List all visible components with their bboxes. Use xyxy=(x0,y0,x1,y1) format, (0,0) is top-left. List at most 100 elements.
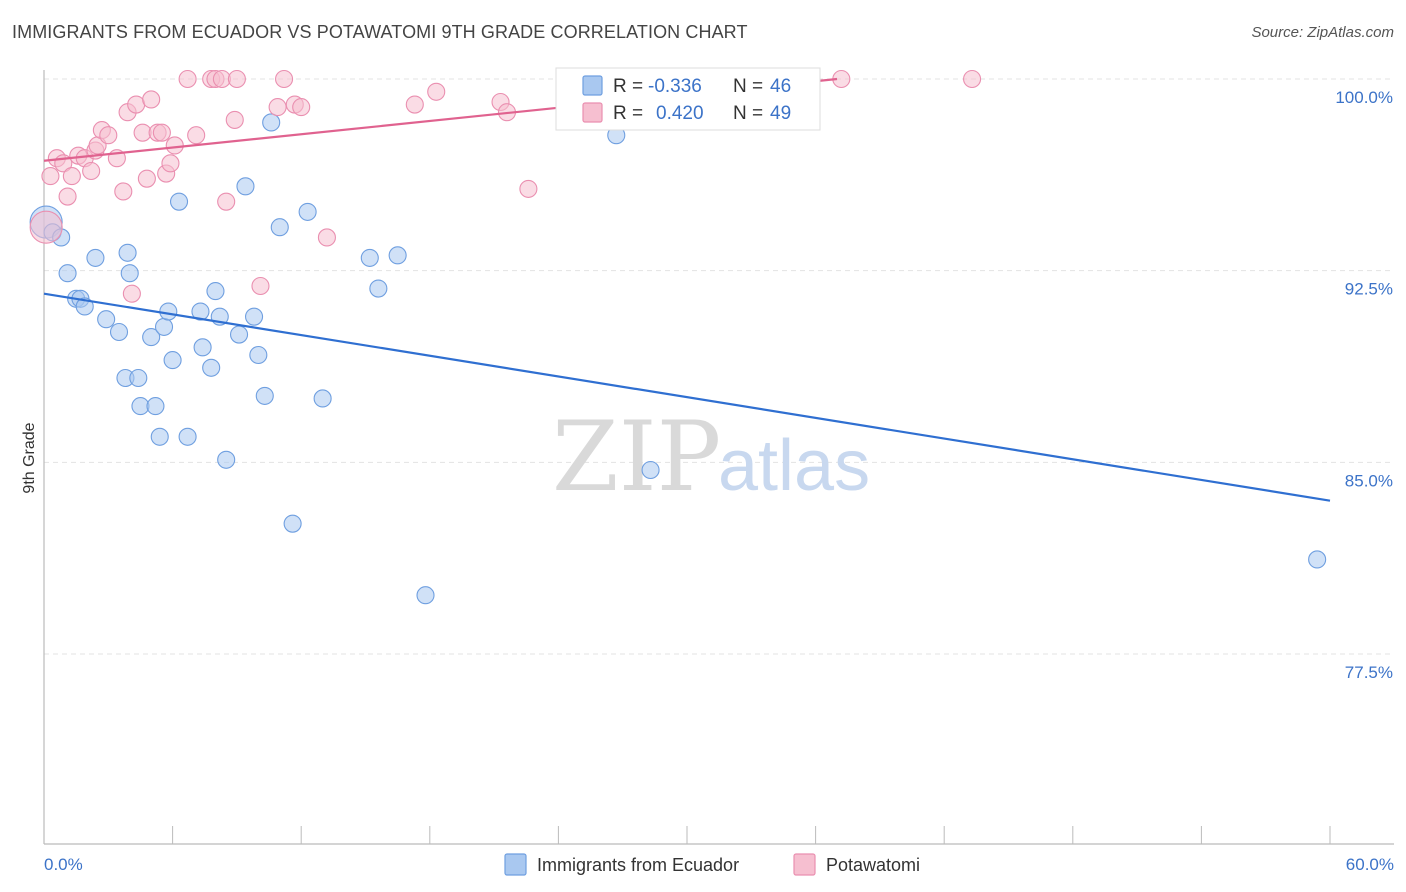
ecuador-point-28 xyxy=(217,450,236,469)
chart-title: IMMIGRANTS FROM ECUADOR VS POTAWATOMI 9T… xyxy=(12,22,748,42)
potawatomi-point-41 xyxy=(427,82,446,101)
potawatomi-point-39 xyxy=(317,228,336,247)
potawatomi-point-31 xyxy=(217,192,236,211)
ecuador-point-3 xyxy=(58,264,77,283)
potawatomi-point-12 xyxy=(99,126,118,145)
legend-r-label-2: R = xyxy=(613,103,643,124)
ecuador-point-15 xyxy=(142,328,161,347)
ecuador-point-29 xyxy=(229,325,249,344)
potawatomi-point-8 xyxy=(82,161,101,181)
legend-r-value-1: -0.336 xyxy=(648,76,702,97)
legend-n-label-1: N = xyxy=(733,76,763,97)
ecuador-point-21 xyxy=(169,192,189,211)
potawatomi-point-34 xyxy=(251,276,270,296)
potawatomi-point-17 xyxy=(127,95,146,114)
ecuador-point-16 xyxy=(146,397,165,416)
ecuador-point-45 xyxy=(1308,550,1327,569)
ecuador-point-19 xyxy=(159,302,178,321)
ecuador-point-6 xyxy=(75,297,94,316)
data-points xyxy=(29,69,1327,605)
ecuador-point-7 xyxy=(86,248,105,267)
potawatomi-point-27 xyxy=(187,126,206,145)
ecuador-point-37 xyxy=(298,202,317,221)
potawatomi-point-25 xyxy=(165,136,184,155)
ecuador-point-33 xyxy=(255,386,274,405)
ecuador-point-25 xyxy=(202,358,221,377)
legend-swatch-pink xyxy=(582,102,603,123)
y-tick-label-3: 100.0% xyxy=(1335,88,1393,107)
potawatomi-point-35 xyxy=(268,98,287,117)
potawatomi-point-32 xyxy=(225,110,244,129)
x-axis-ticks xyxy=(43,826,1331,844)
ecuador-point-34 xyxy=(262,113,281,132)
series-legend-swatch-ecuador xyxy=(504,853,527,876)
potawatomi-point-24 xyxy=(161,154,180,173)
potawatomi-point-40 xyxy=(405,95,424,114)
potawatomi-point-20 xyxy=(142,90,161,109)
series-legend-label-ecuador: Immigrants from Ecuador xyxy=(537,855,739,875)
potawatomi-point-4 xyxy=(58,187,77,206)
potawatomi-point-26 xyxy=(178,69,197,89)
potawatomi-point-30 xyxy=(212,69,231,89)
ecuador-point-22 xyxy=(178,427,197,446)
watermark-atlas: atlas xyxy=(718,426,870,506)
ecuador-point-32 xyxy=(249,345,268,365)
legend-n-value-1: 46 xyxy=(770,76,791,97)
watermark-zip: ZIP xyxy=(552,401,721,513)
ecuador-point-31 xyxy=(244,307,264,326)
potawatomi-point-44 xyxy=(519,179,538,198)
ecuador-point-8 xyxy=(97,310,116,329)
potawatomi-point-0 xyxy=(29,210,63,244)
y-tick-label-2: 92.5% xyxy=(1345,280,1393,299)
gridlines xyxy=(44,78,1394,655)
potawatomi-point-38 xyxy=(292,98,311,117)
potawatomi-point-18 xyxy=(133,123,152,142)
ecuador-point-44 xyxy=(641,460,660,480)
legend-r-value-2: 0.420 xyxy=(656,103,704,124)
potawatomi-point-36 xyxy=(275,69,294,89)
stats-legend: R = -0.336 N = 46 R = 0.420 N = 49 xyxy=(555,67,821,131)
ecuador-point-9 xyxy=(109,322,129,342)
potawatomi-point-1 xyxy=(41,167,60,186)
x-tick-label-min: 0.0% xyxy=(44,855,83,874)
series-legend-swatch-potawatomi xyxy=(793,853,816,876)
potawatomi-point-22 xyxy=(152,123,171,142)
ecuador-point-11 xyxy=(118,243,137,262)
ecuador-point-12 xyxy=(120,264,139,283)
x-tick-label-max: 60.0% xyxy=(1346,855,1394,874)
ecuador-point-20 xyxy=(163,351,182,370)
y-axis-title: 9th Grade xyxy=(21,422,38,493)
ecuador-point-42 xyxy=(416,586,435,605)
ecuador-point-18 xyxy=(154,317,174,336)
ecuador-point-38 xyxy=(313,389,332,408)
ecuador-point-36 xyxy=(283,514,302,533)
y-tick-label-0: 77.5% xyxy=(1345,663,1393,682)
legend-r-label-1: R = xyxy=(613,76,643,97)
series-legend: Immigrants from Ecuador Potawatomi xyxy=(504,853,920,876)
series-legend-label-potawatomi: Potawatomi xyxy=(826,855,920,875)
potawatomi-point-16 xyxy=(122,284,141,303)
potawatomi-point-5 xyxy=(62,167,81,186)
potawatomi-point-14 xyxy=(114,182,133,201)
y-tick-labels: 77.5% 85.0% 92.5% 100.0% xyxy=(1335,88,1393,682)
legend-swatch-blue xyxy=(582,75,603,96)
potawatomi-point-19 xyxy=(137,169,156,188)
ecuador-point-39 xyxy=(360,248,379,267)
ecuador-trend-line xyxy=(43,292,1331,502)
ecuador-point-23 xyxy=(191,302,210,321)
potawatomi-point-33 xyxy=(227,69,246,89)
y-tick-label-1: 85.0% xyxy=(1345,471,1393,490)
source-label: Source: ZipAtlas.com xyxy=(1251,24,1394,41)
legend-n-label-2: N = xyxy=(733,103,763,124)
ecuador-point-30 xyxy=(236,177,255,196)
ecuador-point-13 xyxy=(129,368,148,388)
ecuador-point-26 xyxy=(206,282,225,301)
ecuador-point-40 xyxy=(369,279,388,298)
ecuador-point-17 xyxy=(150,427,169,446)
ecuador-point-35 xyxy=(270,218,289,237)
ecuador-point-41 xyxy=(388,246,407,265)
legend-n-value-2: 49 xyxy=(770,103,791,124)
potawatomi-point-46 xyxy=(963,69,982,89)
ecuador-point-24 xyxy=(193,338,212,357)
